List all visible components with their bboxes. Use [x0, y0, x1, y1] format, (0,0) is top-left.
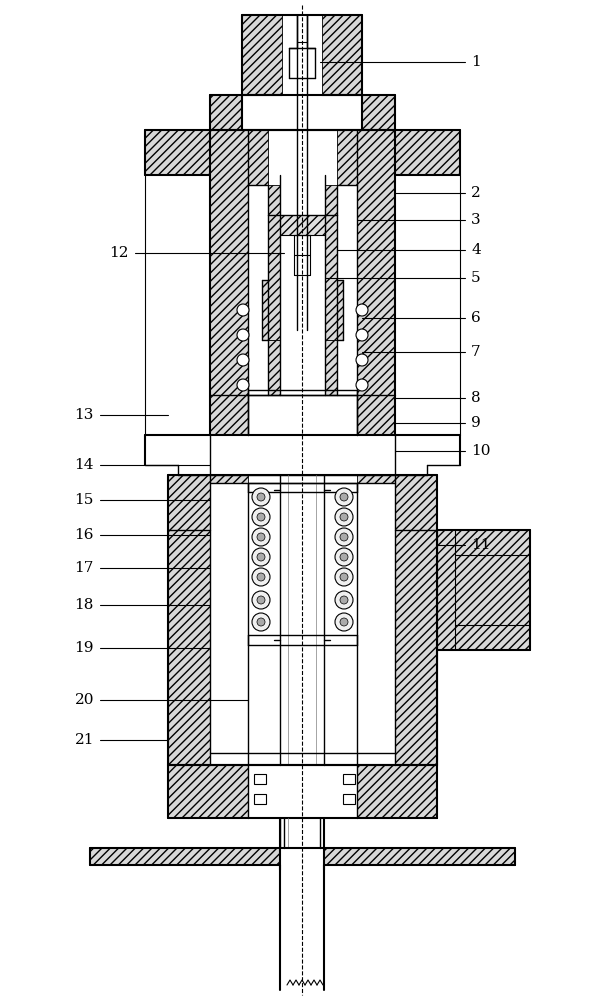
Polygon shape: [362, 95, 395, 130]
Polygon shape: [437, 530, 530, 650]
Text: 19: 19: [74, 641, 94, 655]
Polygon shape: [337, 280, 343, 340]
Bar: [254, 794, 266, 804]
Circle shape: [335, 528, 353, 546]
Polygon shape: [357, 130, 395, 435]
Circle shape: [356, 304, 368, 316]
Polygon shape: [210, 475, 248, 483]
Bar: [343, 774, 355, 784]
Polygon shape: [280, 215, 325, 235]
Text: 7: 7: [471, 345, 480, 359]
Bar: [254, 774, 266, 784]
Circle shape: [335, 613, 353, 631]
Polygon shape: [268, 185, 280, 215]
Text: 3: 3: [471, 213, 480, 227]
Circle shape: [356, 329, 368, 341]
Text: 16: 16: [74, 528, 94, 542]
Circle shape: [252, 613, 270, 631]
Text: 15: 15: [74, 493, 94, 507]
Polygon shape: [268, 340, 280, 395]
Circle shape: [252, 488, 270, 506]
Circle shape: [237, 354, 249, 366]
Text: 8: 8: [471, 391, 480, 405]
Circle shape: [237, 379, 249, 391]
Circle shape: [252, 528, 270, 546]
Polygon shape: [337, 130, 357, 185]
Text: 20: 20: [74, 693, 94, 707]
Polygon shape: [210, 95, 242, 130]
Circle shape: [335, 548, 353, 566]
Polygon shape: [395, 130, 460, 175]
Circle shape: [257, 573, 265, 581]
Circle shape: [257, 493, 265, 501]
Polygon shape: [242, 15, 282, 95]
Circle shape: [356, 379, 368, 391]
Polygon shape: [210, 130, 248, 435]
Text: 5: 5: [471, 271, 480, 285]
Polygon shape: [210, 395, 248, 435]
Circle shape: [257, 618, 265, 626]
Polygon shape: [325, 340, 337, 395]
Circle shape: [340, 493, 348, 501]
Circle shape: [257, 513, 265, 521]
Circle shape: [340, 553, 348, 561]
Text: 4: 4: [471, 243, 481, 257]
Polygon shape: [325, 185, 337, 215]
Text: 1: 1: [471, 55, 481, 69]
Circle shape: [237, 329, 249, 341]
Circle shape: [257, 553, 265, 561]
Circle shape: [340, 618, 348, 626]
Polygon shape: [324, 848, 515, 865]
Circle shape: [252, 591, 270, 609]
Circle shape: [340, 573, 348, 581]
Polygon shape: [168, 765, 248, 818]
Text: 6: 6: [471, 311, 481, 325]
Circle shape: [335, 591, 353, 609]
Circle shape: [257, 596, 265, 604]
Text: 9: 9: [471, 416, 481, 430]
Polygon shape: [357, 395, 395, 435]
Text: 11: 11: [471, 538, 491, 552]
Text: 17: 17: [74, 561, 94, 575]
Polygon shape: [262, 280, 268, 340]
Circle shape: [335, 508, 353, 526]
Polygon shape: [90, 848, 280, 865]
Polygon shape: [325, 215, 337, 340]
Circle shape: [252, 508, 270, 526]
Polygon shape: [248, 130, 268, 185]
Bar: [343, 794, 355, 804]
Text: 14: 14: [74, 458, 94, 472]
Text: 21: 21: [74, 733, 94, 747]
Polygon shape: [145, 130, 210, 175]
Polygon shape: [357, 475, 395, 483]
Circle shape: [340, 533, 348, 541]
Text: 12: 12: [110, 246, 129, 260]
Text: 13: 13: [74, 408, 94, 422]
Circle shape: [335, 568, 353, 586]
Polygon shape: [268, 215, 280, 340]
Circle shape: [340, 513, 348, 521]
Text: 10: 10: [471, 444, 491, 458]
Polygon shape: [168, 475, 210, 765]
Circle shape: [252, 568, 270, 586]
Circle shape: [356, 354, 368, 366]
Text: 2: 2: [471, 186, 481, 200]
Text: 18: 18: [74, 598, 94, 612]
Polygon shape: [357, 765, 437, 818]
Circle shape: [335, 488, 353, 506]
Polygon shape: [322, 15, 362, 95]
Circle shape: [252, 548, 270, 566]
Circle shape: [340, 596, 348, 604]
Polygon shape: [395, 475, 437, 765]
Circle shape: [237, 304, 249, 316]
Circle shape: [257, 533, 265, 541]
